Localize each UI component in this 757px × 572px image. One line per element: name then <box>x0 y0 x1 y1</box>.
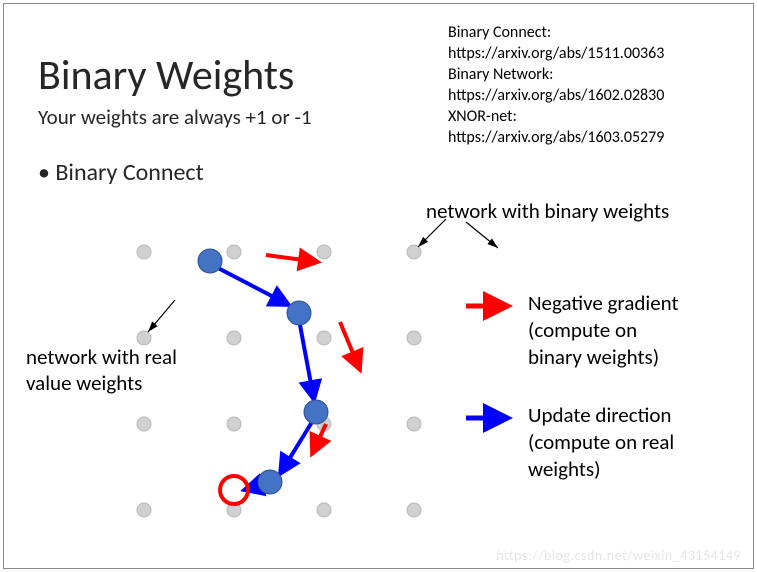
blue-update-arrow <box>300 325 314 400</box>
grid-dot <box>137 417 151 431</box>
pointer-arrow <box>418 219 446 247</box>
grid-dot <box>407 331 421 345</box>
grid-dot <box>227 245 241 259</box>
pointer-arrow <box>148 300 175 332</box>
grid-dot <box>227 331 241 345</box>
grid-dot <box>407 503 421 517</box>
grid-dot <box>137 245 151 259</box>
diagram-svg <box>0 0 757 572</box>
grid-dot <box>407 245 421 259</box>
grid-dot <box>137 503 151 517</box>
target-ring <box>220 476 248 504</box>
grid-dot <box>407 417 421 431</box>
blue-weight-dot <box>304 400 328 424</box>
pointer-arrow <box>466 222 498 248</box>
blue-update-arrow <box>218 268 289 305</box>
grid-dot <box>317 331 331 345</box>
grid-dot <box>317 245 331 259</box>
blue-weight-dot <box>258 470 282 494</box>
grid-dot <box>227 417 241 431</box>
red-gradient-arrow <box>340 322 360 370</box>
grid-dot <box>137 331 151 345</box>
red-gradient-arrow <box>266 255 318 262</box>
grid-dot <box>317 503 331 517</box>
blue-weight-dot <box>287 301 311 325</box>
blue-weight-dot <box>198 249 222 273</box>
blue-update-arrow <box>280 422 312 474</box>
